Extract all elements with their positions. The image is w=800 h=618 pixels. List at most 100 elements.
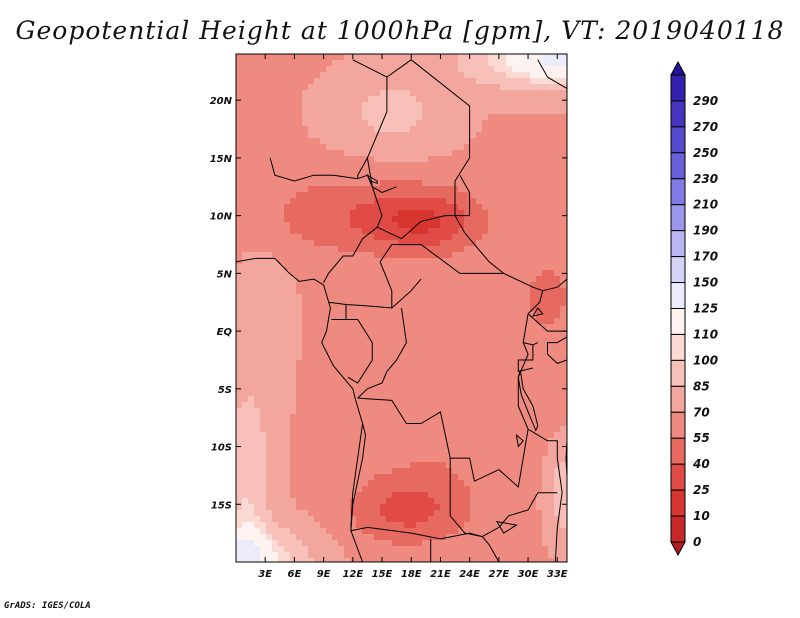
field-cell xyxy=(458,360,465,367)
field-cell xyxy=(362,168,369,175)
field-cell xyxy=(254,354,261,361)
field-cell xyxy=(392,324,399,331)
field-cell xyxy=(482,228,489,235)
field-cell xyxy=(524,372,531,379)
field-cell xyxy=(542,474,549,481)
field-cell xyxy=(512,444,519,451)
field-cell xyxy=(476,102,483,109)
colorbar-label: 125 xyxy=(693,302,718,316)
field-cell xyxy=(248,414,255,421)
field-cell xyxy=(248,198,255,205)
field-cell xyxy=(272,174,279,181)
field-cell xyxy=(494,186,501,193)
field-cell xyxy=(278,240,285,247)
field-cell xyxy=(488,174,495,181)
field-cell xyxy=(296,438,303,445)
field-cell xyxy=(314,108,321,115)
field-cell xyxy=(452,444,459,451)
field-cell xyxy=(554,414,561,421)
field-cell xyxy=(524,282,531,289)
field-cell xyxy=(548,66,555,73)
field-cell xyxy=(440,84,447,91)
field-cell xyxy=(494,366,501,373)
field-cell xyxy=(266,264,273,271)
field-cell xyxy=(284,174,291,181)
field-cell xyxy=(260,72,267,79)
field-cell xyxy=(368,186,375,193)
field-cell xyxy=(266,468,273,475)
field-cell xyxy=(524,528,531,535)
field-cell xyxy=(332,216,339,223)
field-cell xyxy=(278,558,285,562)
field-cell xyxy=(314,66,321,73)
field-cell xyxy=(248,60,255,67)
field-cell xyxy=(434,318,441,325)
field-cell xyxy=(386,540,393,547)
field-cell xyxy=(410,108,417,115)
field-cell xyxy=(422,492,429,499)
field-cell xyxy=(356,420,363,427)
field-cell xyxy=(482,276,489,283)
field-cell xyxy=(458,504,465,511)
field-cell xyxy=(284,348,291,355)
field-cell xyxy=(290,540,297,547)
field-cell xyxy=(416,72,423,79)
field-cell xyxy=(530,240,537,247)
field-cell xyxy=(512,306,519,313)
field-cell xyxy=(236,198,243,205)
field-cell xyxy=(560,78,567,85)
field-cell xyxy=(458,390,465,397)
field-cell xyxy=(428,354,435,361)
field-cell xyxy=(278,84,285,91)
lake-outline xyxy=(565,440,567,478)
field-cell xyxy=(536,324,543,331)
field-cell xyxy=(362,294,369,301)
field-cell xyxy=(512,240,519,247)
field-cell xyxy=(518,438,525,445)
field-cell xyxy=(392,366,399,373)
field-cell xyxy=(302,144,309,151)
field-cell xyxy=(326,90,333,97)
field-cell xyxy=(518,54,525,61)
field-cell xyxy=(320,276,327,283)
field-cell xyxy=(266,540,273,547)
field-cell xyxy=(464,258,471,265)
field-cell xyxy=(290,276,297,283)
field-cell xyxy=(272,546,279,553)
field-cell xyxy=(326,444,333,451)
field-cell xyxy=(236,468,243,475)
field-cell xyxy=(518,282,525,289)
field-cell xyxy=(350,516,357,523)
field-cell xyxy=(260,168,267,175)
field-cell xyxy=(326,78,333,85)
field-cell xyxy=(422,546,429,553)
field-cell xyxy=(236,162,243,169)
field-cell xyxy=(344,240,351,247)
field-cell xyxy=(536,240,543,247)
field-cell xyxy=(344,282,351,289)
field-cell xyxy=(440,108,447,115)
field-cell xyxy=(314,234,321,241)
field-cell xyxy=(362,528,369,535)
field-cell xyxy=(500,396,507,403)
field-cell xyxy=(248,312,255,319)
field-cell xyxy=(398,486,405,493)
field-cell xyxy=(344,516,351,523)
field-cell xyxy=(440,102,447,109)
field-cell xyxy=(542,240,549,247)
coastline xyxy=(236,257,367,562)
field-cell xyxy=(356,114,363,121)
field-cell xyxy=(296,324,303,331)
field-cell xyxy=(242,390,249,397)
field-cell xyxy=(518,96,525,103)
field-cell xyxy=(380,492,387,499)
field-cell xyxy=(326,240,333,247)
field-cell xyxy=(338,210,345,217)
field-cell xyxy=(380,132,387,139)
field-cell xyxy=(434,546,441,553)
field-cell xyxy=(512,528,519,535)
field-cell xyxy=(254,384,261,391)
field-cell xyxy=(386,474,393,481)
field-cell xyxy=(440,270,447,277)
field-cell xyxy=(254,528,261,535)
